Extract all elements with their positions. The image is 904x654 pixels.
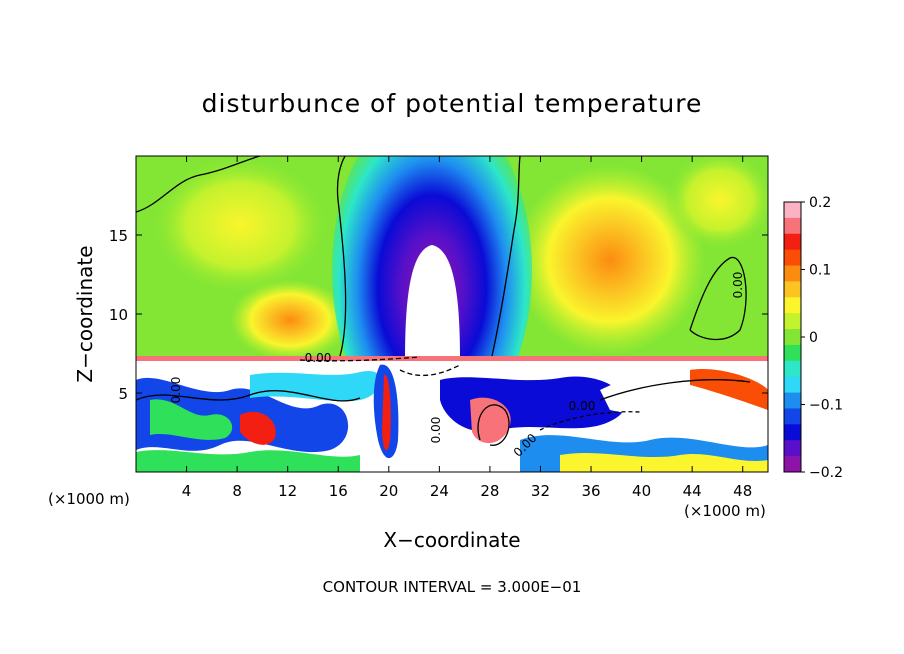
colorbar-swatch bbox=[784, 440, 801, 457]
contour-label-group: 0.000.000.000.000.000.00 bbox=[169, 272, 745, 460]
y-axis: 5 10 15 bbox=[109, 227, 768, 403]
colorbar-swatch bbox=[784, 344, 801, 362]
contour-label: 0.00 bbox=[429, 417, 443, 444]
x-axis: 4 8 12 16 20 24 28 32 36 40 44 48 bbox=[182, 156, 752, 500]
colorbar-swatch bbox=[784, 217, 801, 235]
colorbar-tick-label: 0 bbox=[809, 330, 818, 346]
colorbar-swatch bbox=[784, 233, 801, 251]
x-tick-label: 44 bbox=[683, 482, 702, 500]
colorbar-swatch bbox=[784, 456, 801, 473]
x-tick-label: 28 bbox=[480, 482, 499, 500]
colorbar-swatch bbox=[784, 392, 801, 409]
x-tick-label: 48 bbox=[733, 482, 752, 500]
colorbar-tick-label: −0.2 bbox=[809, 465, 843, 481]
colorbar-swatch bbox=[784, 313, 801, 330]
colorbar-swatch bbox=[784, 424, 801, 441]
x-tick-label: 20 bbox=[379, 482, 398, 500]
x-tick-label: 32 bbox=[531, 482, 550, 500]
x-axis-title: X−coordinate bbox=[383, 528, 520, 552]
contour-label: 0.00 bbox=[569, 399, 596, 413]
colorbar-tick-label: 0.2 bbox=[809, 195, 831, 211]
warm-region-low-left bbox=[230, 280, 350, 360]
colorbar: 0.2 0.1 0 −0.1 −0.2 bbox=[783, 195, 843, 481]
contour-label: 0.00 bbox=[305, 351, 332, 365]
colorbar-swatch bbox=[784, 265, 801, 282]
y-tick-label: 5 bbox=[118, 385, 128, 403]
x-unit-left: (×1000 m) bbox=[48, 490, 130, 508]
turbulence-patches bbox=[136, 364, 768, 472]
contour-interval-note: CONTOUR INTERVAL = 3.000E−01 bbox=[323, 578, 582, 596]
x-tick-label: 40 bbox=[632, 482, 651, 500]
warm-region-right bbox=[515, 165, 705, 355]
x-tick-label: 4 bbox=[182, 482, 192, 500]
colorbar-tick-label: −0.1 bbox=[809, 398, 843, 414]
colorbar-swatch bbox=[784, 249, 801, 267]
x-tick-label: 24 bbox=[430, 482, 449, 500]
colorbar-swatch bbox=[784, 408, 801, 425]
colorbar-swatch bbox=[784, 360, 801, 378]
plot-area bbox=[136, 156, 768, 472]
x-tick-label: 12 bbox=[278, 482, 297, 500]
colorbar-swatch bbox=[784, 297, 801, 314]
x-tick-label: 8 bbox=[232, 482, 242, 500]
x-tick-label: 16 bbox=[329, 482, 348, 500]
colorbar-swatch bbox=[784, 329, 801, 346]
contour-lines bbox=[136, 156, 751, 446]
x-tick-label: 36 bbox=[581, 482, 600, 500]
contour-label: 0.00 bbox=[731, 272, 745, 299]
warm-region-left bbox=[150, 156, 330, 295]
interface-band bbox=[136, 356, 768, 361]
y-axis-title: Z−coordinate bbox=[73, 245, 97, 382]
colorbar-swatch bbox=[784, 281, 801, 298]
contour-label: 0.00 bbox=[169, 377, 183, 404]
warm-region-far-right bbox=[665, 156, 768, 250]
colorbar-swatch bbox=[784, 376, 801, 394]
colorbar-swatch bbox=[784, 202, 801, 219]
x-unit-right: (×1000 m) bbox=[684, 502, 766, 520]
colorbar-tick-label: 0.1 bbox=[809, 263, 831, 279]
plume-core bbox=[405, 245, 460, 360]
y-tick-label: 10 bbox=[109, 306, 128, 324]
y-tick-label: 15 bbox=[109, 227, 128, 245]
chart-title: disturbunce of potential temperature bbox=[202, 89, 703, 118]
